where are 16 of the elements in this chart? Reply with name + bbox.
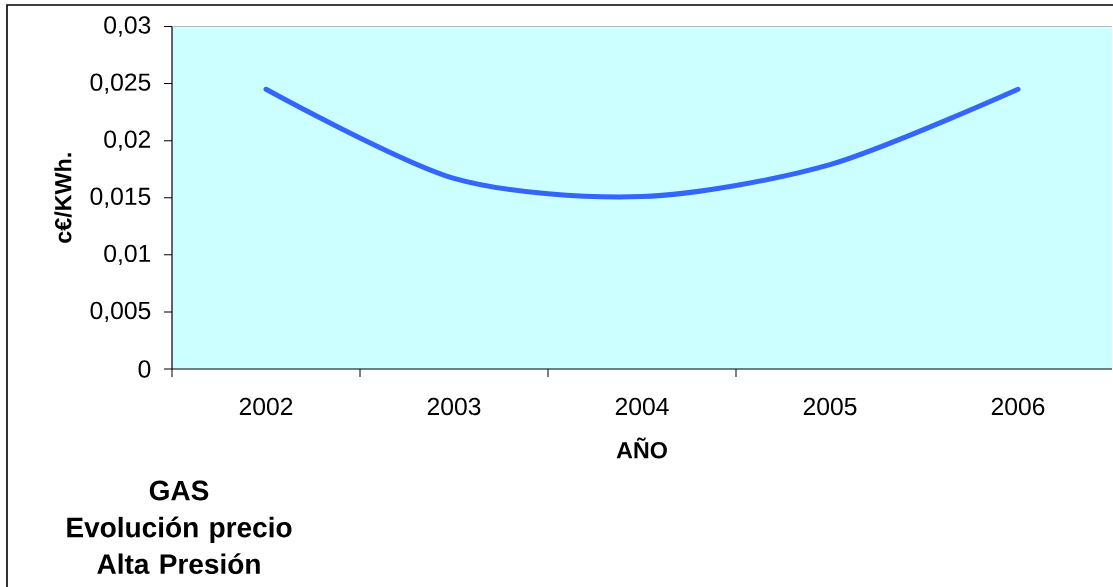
x-axis-title: AÑO: [616, 437, 667, 459]
y-tick-label: 0,03: [104, 16, 151, 37]
text: Evolución precio Alta Presión: [67, 516, 292, 574]
x-tick-label: 2006: [991, 397, 1045, 416]
y-tick-label: 0,025: [90, 73, 151, 94]
y-tick-label: 0,015: [90, 187, 151, 208]
y-axis-title: c€/KWh.: [54, 153, 72, 243]
y-tick-label: 0,01: [104, 244, 151, 266]
x-tick-label: 2005: [803, 397, 857, 416]
x-tick-label: 2004: [615, 397, 669, 416]
x-tick-label: 2003: [427, 397, 481, 416]
y-tick-label: 0,02: [104, 130, 151, 151]
y-tick-label: 0: [138, 360, 151, 378]
text: GAS: [149, 480, 209, 501]
x-tick-label: 2002: [239, 397, 293, 416]
y-tick-label: 0,005: [90, 301, 151, 323]
